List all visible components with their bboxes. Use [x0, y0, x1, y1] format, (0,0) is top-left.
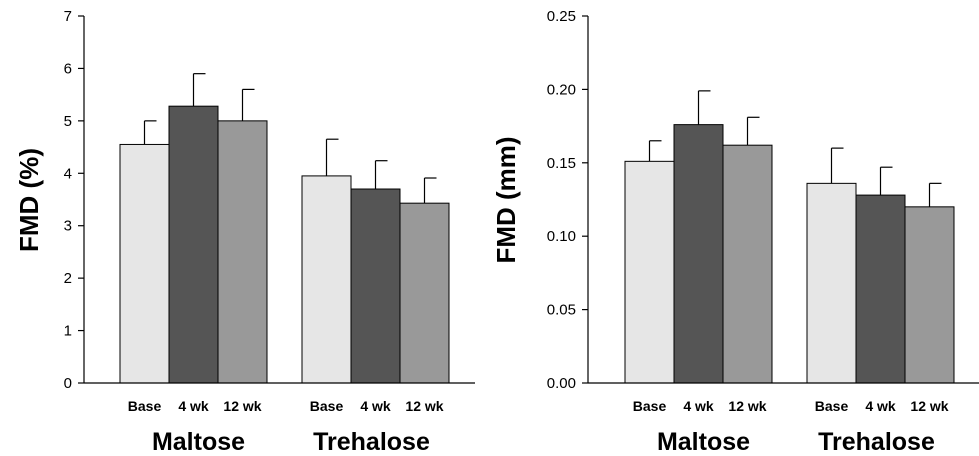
category-label: 12 wk: [223, 398, 261, 414]
bar-trehalose-12-wk: [904, 206, 955, 384]
bar-maltose-Base: [624, 160, 675, 384]
y-tick-label: 0.00: [547, 375, 576, 392]
y-tick-label: 2: [64, 270, 72, 287]
category-label: 4 wk: [683, 398, 714, 414]
category-label: 4 wk: [178, 398, 209, 414]
bar-maltose-12-wk: [722, 144, 773, 384]
y-tick-label: 7: [64, 8, 72, 25]
bar-trehalose-4-wk: [855, 194, 906, 384]
bar-maltose-Base: [119, 143, 170, 384]
y-tick-label: 0.05: [547, 302, 576, 319]
y-tick-label: 1: [64, 323, 72, 340]
category-label: 4 wk: [360, 398, 391, 414]
bar-trehalose-4-wk: [350, 188, 401, 384]
chart-fmd-percent: 0 1 2 3 4 5 6 7 FMD (%) Base 4 wk 12 wk Maltose Base 4…: [14, 8, 475, 456]
y-tick-label: 3: [64, 218, 72, 235]
category-label: 12 wk: [405, 398, 443, 414]
y-tick-label: 0: [64, 375, 72, 392]
y-tick-label: 4: [64, 165, 72, 182]
bar-trehalose-Base: [806, 182, 857, 384]
y-tick-label: 0.20: [547, 81, 576, 98]
bar-maltose-4-wk: [673, 124, 724, 384]
y-axis-title: FMD (mm): [491, 136, 521, 263]
category-label: Base: [633, 398, 667, 414]
group-label: Maltose: [657, 428, 750, 456]
y-tick-label: 6: [64, 60, 72, 77]
category-label: Base: [128, 398, 162, 414]
category-label: 12 wk: [910, 398, 948, 414]
category-label: Base: [815, 398, 849, 414]
category-label: 4 wk: [865, 398, 896, 414]
group-label: Trehalose: [313, 428, 430, 456]
y-tick-label: 0.10: [547, 228, 576, 245]
group-label: Trehalose: [818, 428, 935, 456]
group-label: Maltose: [152, 428, 245, 456]
bar-trehalose-12-wk: [399, 202, 450, 384]
bar-maltose-12-wk: [217, 120, 268, 384]
y-axis-title: FMD (%): [14, 148, 44, 252]
bar-trehalose-Base: [301, 175, 352, 384]
y-tick-label: 0.15: [547, 155, 576, 172]
chart-fmd-mm: 0.00 0.05 0.10 0.15 0.20 0.25 FMD (mm) Base 4 wk…: [491, 8, 979, 456]
category-label: 12 wk: [728, 398, 766, 414]
y-tick-label: 5: [64, 113, 72, 130]
y-tick-label: 0.25: [547, 8, 576, 25]
category-label: Base: [310, 398, 344, 414]
bar-maltose-4-wk: [168, 105, 219, 384]
